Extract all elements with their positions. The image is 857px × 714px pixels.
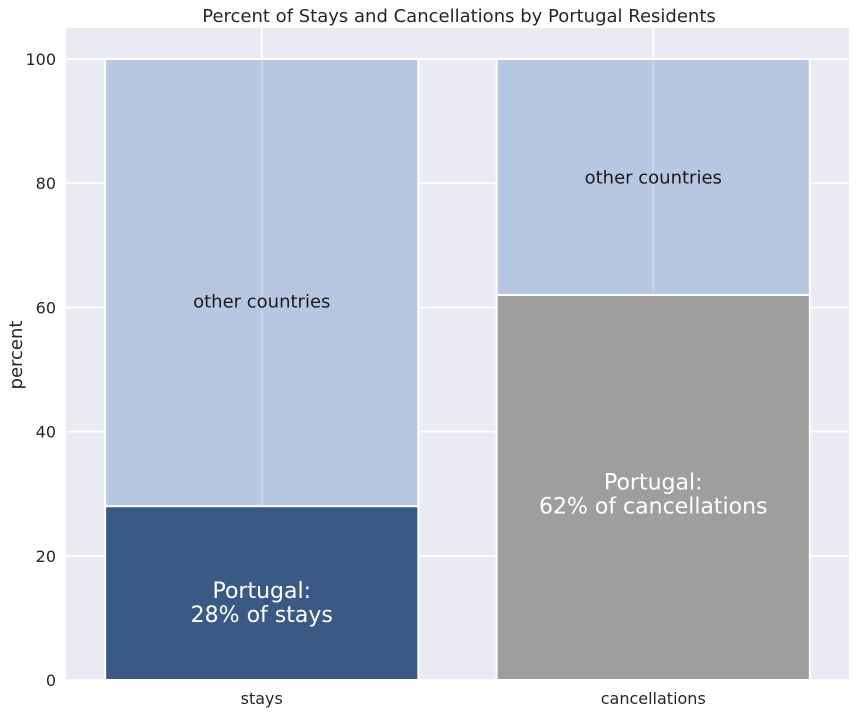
y-tick-labels: 0 20 40 60 80 100	[25, 50, 56, 690]
bar-label-stays-0: Portugal: 28% of stays	[191, 579, 333, 628]
bar-label-cancellations-0: Portugal: 62% of cancellations	[539, 470, 768, 519]
x-tick-label-cancellations: cancellations	[601, 689, 706, 708]
bar-labels: Portugal: 28% of stays Portugal: 62% of can…	[191, 167, 768, 628]
chart-title: Percent of Stays and Cancellations by Po…	[202, 6, 716, 27]
y-tick-label: 100	[25, 50, 56, 69]
x-tick-labels: stays cancellations	[241, 689, 706, 708]
bar-segment-cancellations-0	[495, 294, 811, 681]
bars	[104, 58, 811, 681]
bar-segment-stays-0	[104, 505, 420, 681]
bar-label-stays-1: other countries	[193, 292, 330, 313]
y-tick-label: 20	[36, 547, 56, 566]
y-axis-label: percent	[6, 321, 27, 390]
bar-segment-cancellations-1	[495, 58, 811, 297]
vertical-grid-lines	[261, 59, 654, 507]
y-tick-label: 60	[36, 298, 56, 317]
y-tick-label: 80	[36, 174, 56, 193]
x-tick-label-stays: stays	[241, 689, 283, 708]
bar-segment-stays-1	[104, 58, 420, 508]
y-tick-label: 0	[46, 671, 56, 690]
bar-label-cancellations-1: other countries	[585, 167, 722, 188]
y-tick-label: 40	[36, 423, 56, 442]
